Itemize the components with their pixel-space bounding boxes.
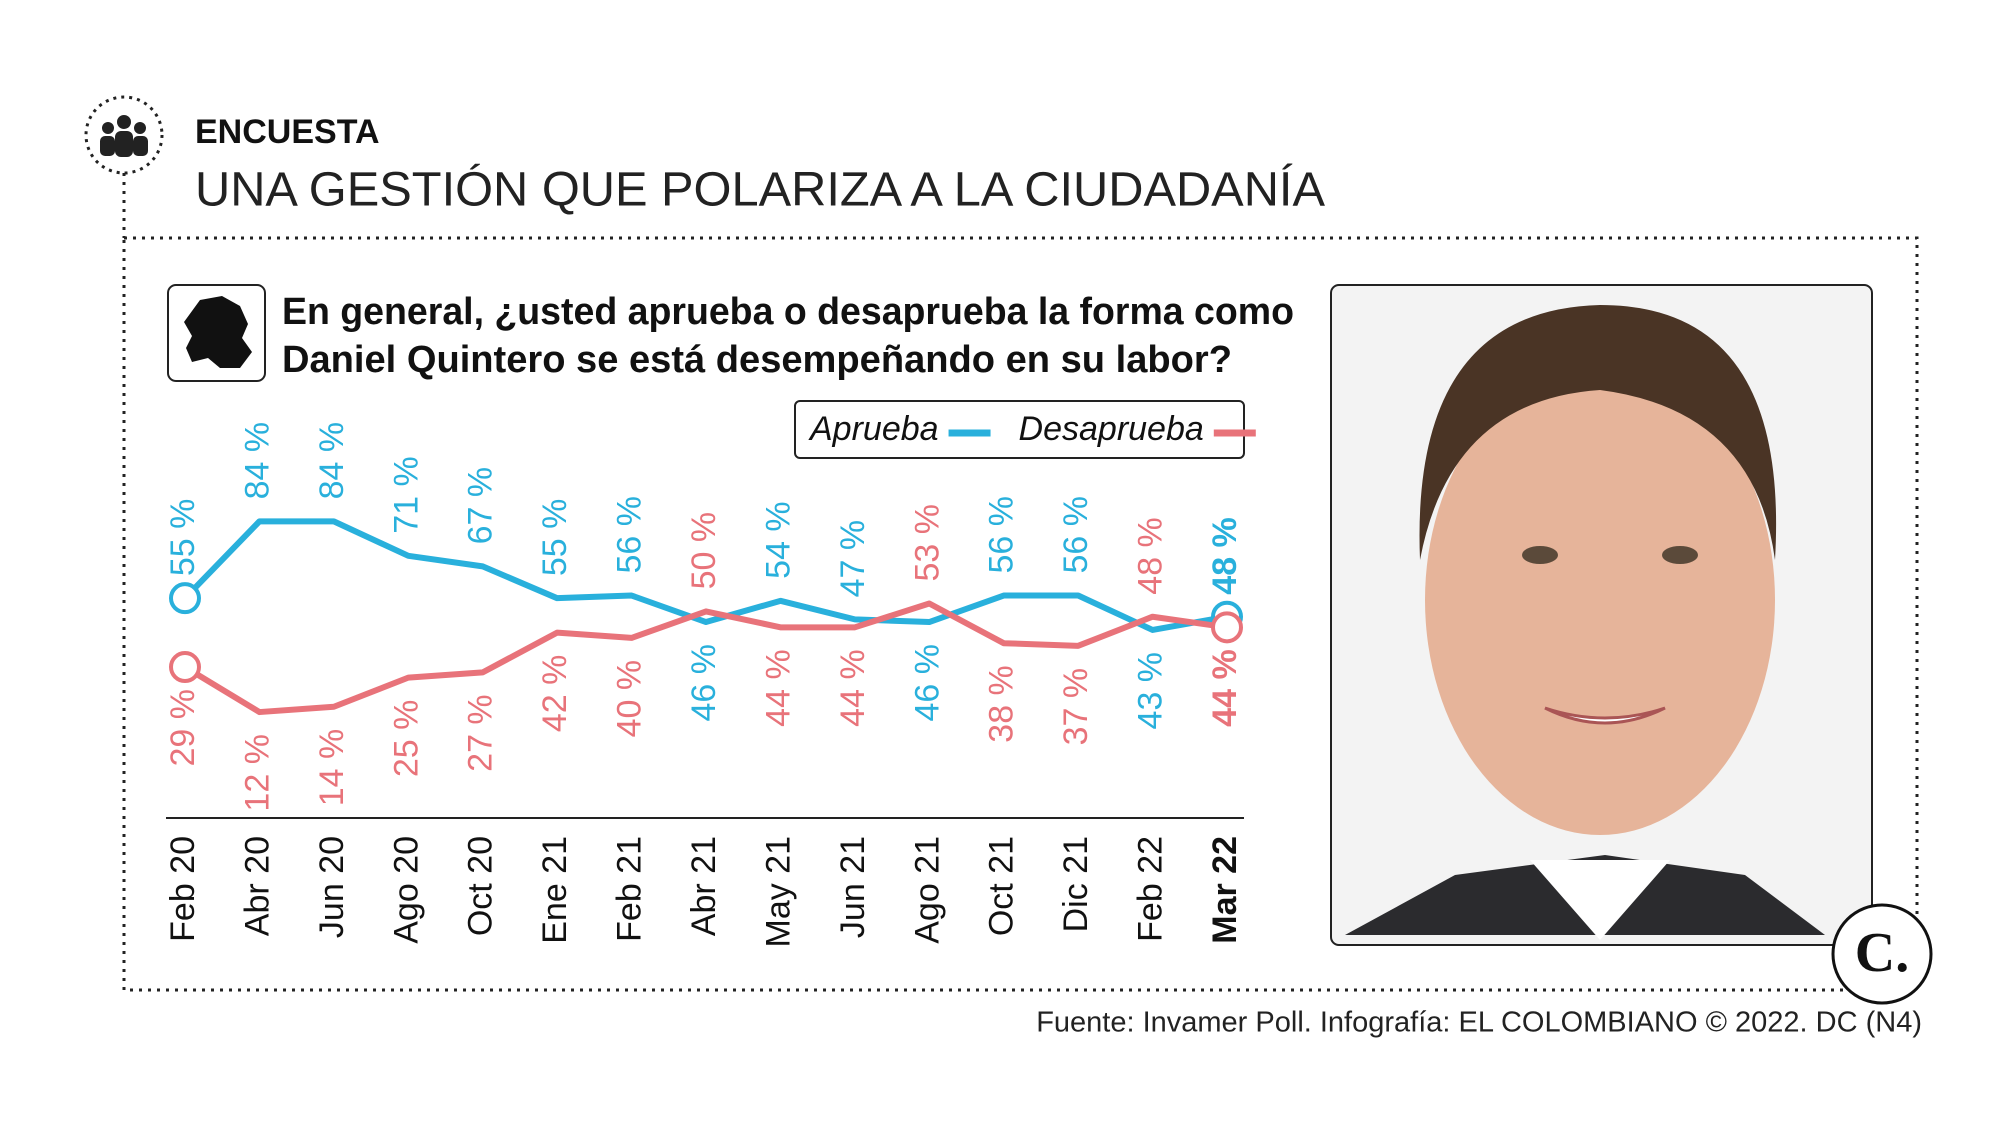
x-tick-label: Feb 20 [164,836,202,942]
end-point [169,651,201,684]
x-tick-label: Ago 20 [387,836,425,944]
series-line [182,518,1228,633]
kicker: ENCUESTA [195,113,380,151]
question-line: En general, ¿usted aprueba o desaprueba … [282,291,1294,333]
value-label: 40 % [611,660,649,738]
x-tick-label: Jun 21 [834,836,872,938]
x-tick-label: Jun 20 [313,836,351,938]
portrait [1345,305,1825,940]
map-icon [184,296,252,368]
value-label: 56 % [983,496,1021,574]
people-icon [100,115,148,157]
legend-label: Aprueba [808,410,939,448]
x-tick-label: Feb 21 [611,836,649,942]
value-label: 46 % [908,644,946,722]
value-label: 56 % [611,496,649,574]
x-tick-label: Abr 20 [238,836,276,936]
value-label: 43 % [1132,652,1170,730]
x-tick-label: Abr 21 [685,836,723,936]
x-tick-label: Ago 21 [908,836,946,944]
x-tick-label: Feb 22 [1132,836,1170,942]
x-tick-label: May 21 [759,836,797,948]
x-tick-label: Oct 21 [983,836,1021,936]
value-label: 53 % [908,504,946,582]
value-label: 84 % [238,422,276,500]
logo: C. [1855,922,1909,984]
question-line: Daniel Quintero se está desempeñando en … [282,339,1232,381]
value-label: 47 % [834,520,872,598]
logo-ring [1831,903,1933,1005]
value-label: 48 % [1132,517,1170,595]
value-label: 42 % [536,655,574,733]
value-label: 37 % [1057,668,1095,746]
value-label: 67 % [462,467,500,545]
value-label: 84 % [313,422,351,500]
headline: UNA GESTIÓN QUE POLARIZA A LA CIUDADANÍA [195,163,1325,217]
series-line [183,600,1228,716]
value-label: 38 % [983,665,1021,743]
value-label: 50 % [685,512,723,590]
value-label: 55 % [164,499,202,577]
value-label: 71 % [387,456,425,534]
value-label: 55 % [536,499,574,577]
end-point [169,582,201,615]
value-label: 29 % [164,689,202,767]
value-label: 54 % [759,501,797,579]
x-tick-label: Oct 20 [462,836,500,936]
x-tick-label: Dic 21 [1057,836,1095,932]
value-label: 44 % [1206,649,1244,727]
value-label: 46 % [685,644,723,722]
x-tick-label: Ene 21 [536,836,574,944]
legend-label: Desaprueba [1019,410,1204,448]
value-label: 44 % [759,649,797,727]
value-label: 56 % [1057,496,1095,574]
source: Fuente: Invamer Poll. Infografía: EL COL… [1036,1007,1922,1039]
value-label: 25 % [387,700,425,778]
end-point [1211,611,1243,644]
value-label: 12 % [238,734,276,812]
value-label: 44 % [834,649,872,727]
x-tick-label: Mar 22 [1206,836,1244,944]
value-label: 48 % [1206,517,1244,595]
value-label: 27 % [462,694,500,772]
value-label: 14 % [313,729,351,807]
frame [122,236,1919,992]
